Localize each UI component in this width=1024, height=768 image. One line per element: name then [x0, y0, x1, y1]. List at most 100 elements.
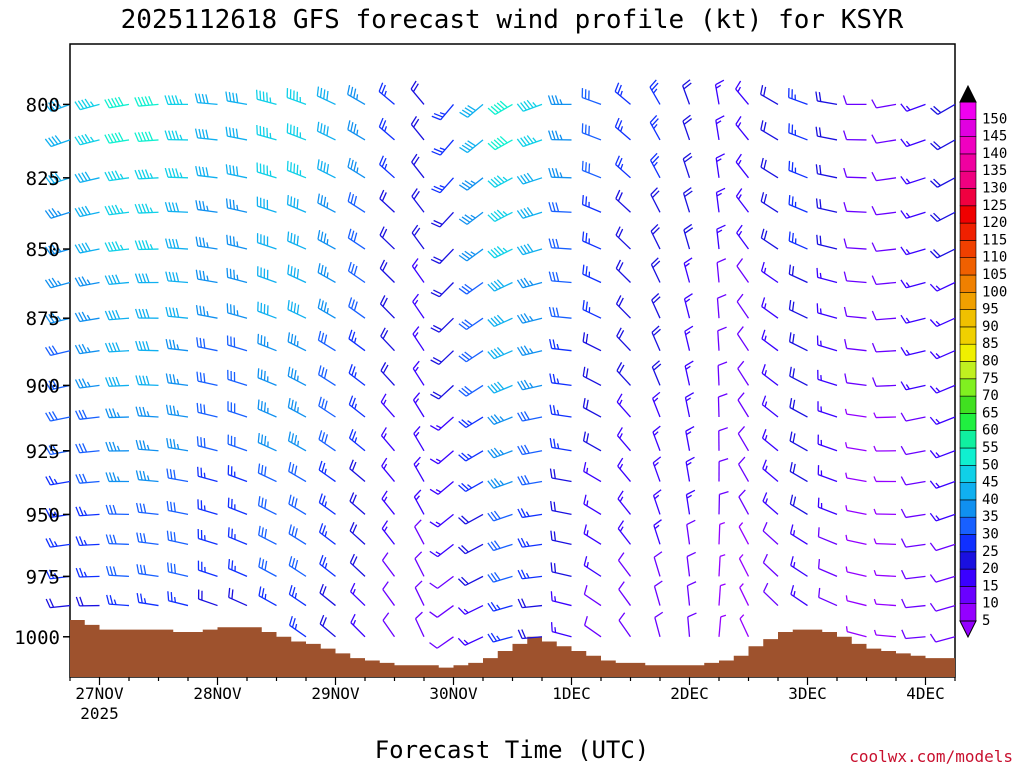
barb-feather — [168, 271, 173, 282]
barb-feather — [293, 303, 297, 313]
barb-feather — [169, 501, 173, 512]
barb-feather — [792, 496, 797, 506]
barb-feather — [490, 178, 499, 187]
barb-half-feather — [179, 134, 183, 141]
barb-feather — [170, 563, 173, 573]
barb-feather — [293, 267, 296, 278]
barb-half-feather — [269, 132, 272, 139]
barb-feather — [871, 275, 877, 285]
wind-barb — [286, 195, 307, 213]
legend-top-arrow — [959, 84, 977, 103]
barb-half-feather — [556, 443, 560, 449]
barb-feather — [716, 258, 727, 264]
wind-barb — [197, 466, 218, 483]
barb-half-feather — [532, 137, 537, 143]
barb-feather — [493, 540, 501, 549]
barb-feather — [526, 99, 534, 109]
barb-feather — [74, 244, 81, 254]
wind-barb — [458, 211, 484, 225]
barb-feather — [172, 307, 176, 318]
barb-feather — [933, 212, 941, 221]
barb-feather — [109, 595, 114, 605]
legend-swatch — [959, 499, 977, 518]
barb-feather — [457, 607, 466, 615]
barb-feather — [198, 237, 202, 247]
barb-half-feather — [559, 134, 563, 141]
barb-half-feather — [294, 592, 298, 599]
barb-feather — [791, 162, 794, 172]
wind-barb — [381, 457, 395, 482]
barb-feather — [111, 342, 117, 352]
wind-barb — [257, 433, 277, 452]
barb-feather — [900, 445, 907, 455]
barb-feather — [138, 273, 143, 283]
barb-feather — [843, 306, 848, 317]
barb-staff — [935, 604, 956, 612]
wind-barb — [75, 443, 100, 454]
wind-barb — [44, 345, 71, 356]
wind-barb — [650, 223, 661, 250]
wind-barb — [717, 393, 728, 418]
barb-feather — [554, 95, 560, 105]
barb-feather — [48, 445, 55, 455]
barb-feather — [817, 559, 821, 569]
barb-staff — [763, 591, 779, 607]
wind-barb — [318, 493, 336, 515]
barb-feather — [317, 330, 322, 341]
barb-feather — [77, 207, 84, 217]
wind-barb — [165, 404, 189, 418]
barb-feather — [716, 187, 726, 194]
barb-feather — [792, 463, 796, 474]
barb-feather — [494, 572, 501, 581]
wind-barb — [458, 384, 484, 397]
barb-feather — [319, 583, 324, 594]
barb-feather — [520, 445, 527, 455]
wind-barb — [487, 314, 513, 328]
barb-feather — [107, 133, 114, 143]
barb-feather — [134, 97, 140, 107]
barb-feather — [139, 470, 143, 481]
barb-feather — [618, 297, 624, 307]
barb-feather — [615, 189, 621, 199]
barb-feather — [347, 228, 352, 239]
barb-feather — [164, 130, 169, 140]
barb-feather — [582, 231, 585, 242]
barb-feather — [458, 546, 466, 555]
wind-barb — [319, 554, 336, 577]
wind-barb — [815, 198, 838, 213]
wind-barb — [349, 459, 366, 483]
wind-barb — [616, 427, 631, 452]
barb-feather — [77, 135, 85, 145]
barb-half-feather — [685, 298, 691, 303]
wind-barb — [737, 425, 750, 452]
barb-feather — [171, 95, 176, 105]
barb-feather — [517, 476, 523, 486]
barb-feather — [78, 378, 84, 388]
wind-barb — [516, 313, 543, 324]
wind-barb — [717, 361, 728, 386]
barb-staff — [762, 530, 779, 545]
wind-barb — [381, 520, 396, 545]
barb-half-feather — [203, 472, 206, 479]
barb-feather — [429, 550, 439, 558]
barb-feather — [843, 271, 848, 282]
wind-barb — [547, 95, 572, 106]
barb-feather — [487, 319, 495, 327]
legend-label: 100 — [982, 284, 1007, 300]
barb-half-feather — [793, 561, 796, 568]
barb-feather — [323, 124, 326, 135]
barb-feather — [652, 425, 661, 433]
barb-half-feather — [470, 214, 476, 219]
barb-feather — [651, 190, 660, 199]
barb-feather — [585, 301, 588, 312]
barb-half-feather — [415, 462, 420, 468]
barb-feather — [842, 95, 848, 105]
wind-barb — [164, 130, 189, 141]
wind-barb — [930, 139, 956, 151]
barb-feather — [380, 427, 387, 436]
wind-barb — [516, 135, 543, 148]
legend-label: 85 — [982, 336, 999, 352]
barb-feather — [351, 461, 357, 472]
barb-feather — [618, 581, 625, 590]
wind-barb — [487, 540, 513, 552]
